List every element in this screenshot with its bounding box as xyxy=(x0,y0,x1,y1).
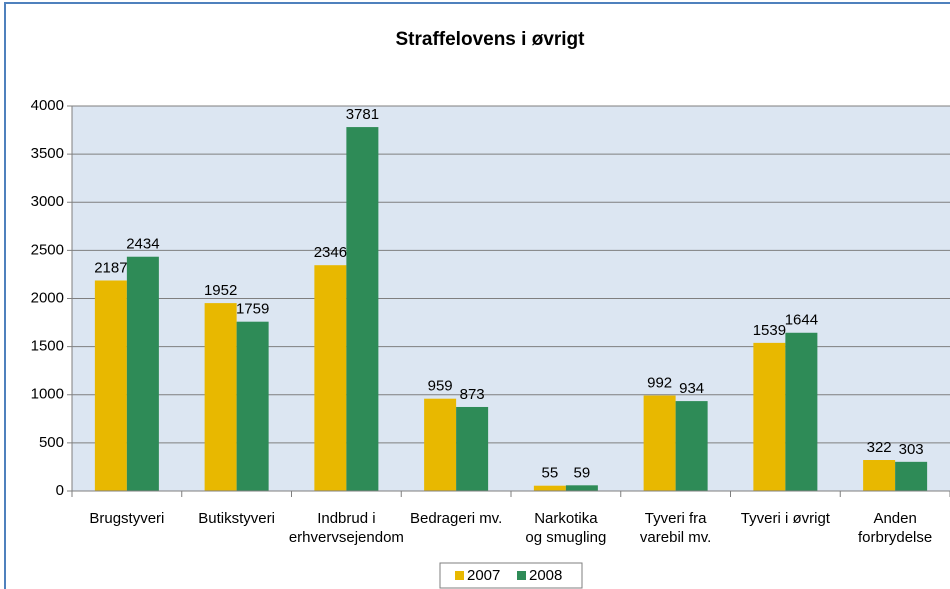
y-tick-label: 1500 xyxy=(31,338,64,355)
value-label: 1952 xyxy=(204,282,237,299)
bar xyxy=(204,303,237,491)
value-label: 3781 xyxy=(346,106,379,123)
legend-swatch xyxy=(517,571,526,580)
value-label: 59 xyxy=(574,464,591,481)
bar xyxy=(785,332,818,491)
legend-label: 2008 xyxy=(529,567,562,584)
bar xyxy=(236,321,269,491)
bar xyxy=(346,127,379,492)
bar xyxy=(126,256,159,491)
y-tick-label: 500 xyxy=(39,434,64,451)
bar xyxy=(565,485,598,491)
y-tick-label: 0 xyxy=(56,482,64,499)
bar xyxy=(94,280,127,491)
value-label: 1539 xyxy=(753,322,786,339)
x-tick-label: Tyveri fra varebil mv. xyxy=(640,510,711,546)
value-label: 322 xyxy=(867,439,892,456)
y-tick-label: 1000 xyxy=(31,386,64,403)
value-label: 959 xyxy=(428,378,453,395)
x-tick-label: Brugstyveri xyxy=(89,510,164,527)
bar xyxy=(643,395,676,491)
value-label: 2346 xyxy=(314,244,347,261)
value-label: 2187 xyxy=(94,259,127,276)
x-tick-label: Bedrageri mv. xyxy=(410,510,502,527)
value-label: 1644 xyxy=(785,312,818,329)
bar xyxy=(456,406,489,491)
bar xyxy=(863,460,896,491)
value-label: 55 xyxy=(542,465,559,482)
legend-swatch xyxy=(455,571,464,580)
x-tick-label: Anden forbrydelse xyxy=(858,510,932,546)
x-tick-label: Tyveri i øvrigt xyxy=(741,510,831,527)
value-label: 2434 xyxy=(126,236,159,253)
y-tick-label: 2500 xyxy=(31,241,64,258)
bar xyxy=(424,398,457,491)
x-tick-label: Butikstyveri xyxy=(198,510,275,527)
value-label: 992 xyxy=(647,374,672,391)
bar xyxy=(533,485,566,491)
y-tick-label: 3500 xyxy=(31,145,64,162)
value-label: 1759 xyxy=(236,301,269,318)
y-tick-label: 3000 xyxy=(31,193,64,210)
value-label: 873 xyxy=(460,386,485,403)
bar xyxy=(753,342,786,491)
value-label: 934 xyxy=(679,380,704,397)
legend-label: 2007 xyxy=(467,567,500,584)
bar xyxy=(314,265,347,491)
chart-title: Straffelovens i øvrigt xyxy=(396,29,586,50)
value-label: 303 xyxy=(899,441,924,458)
x-tick-label: Narkotika og smugling xyxy=(525,510,606,546)
bar xyxy=(675,401,708,491)
bar xyxy=(895,461,928,491)
y-tick-label: 2000 xyxy=(31,289,64,306)
y-tick-label: 4000 xyxy=(31,97,64,114)
x-tick-label: Indbrud i erhvervsejendom xyxy=(289,510,404,546)
